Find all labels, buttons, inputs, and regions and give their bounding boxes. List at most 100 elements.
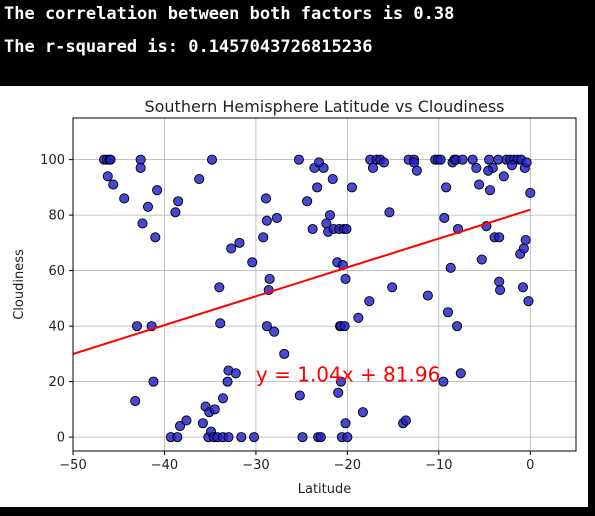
data-point	[234, 237, 245, 248]
y-tick-label: 60	[48, 264, 65, 279]
data-point	[236, 432, 247, 443]
data-point	[353, 312, 364, 323]
scatter-chart: −50 −40 −30 −20 −10 0 0 20 40 60 80 100 Southern He…	[12, 97, 577, 497]
data-point	[335, 376, 347, 387]
data-point	[476, 254, 487, 265]
data-point	[518, 243, 529, 254]
data-point	[441, 182, 452, 193]
data-point	[173, 196, 184, 207]
data-point	[131, 321, 143, 332]
data-point	[226, 243, 237, 254]
data-point	[148, 376, 159, 387]
data-point	[333, 387, 344, 398]
x-tick-label: −20	[334, 458, 361, 473]
data-point	[209, 404, 220, 415]
x-tick-label: −30	[242, 458, 269, 473]
data-point	[378, 157, 389, 168]
regression-equation: y = 1.04x + 81.96	[256, 363, 440, 387]
data-point	[521, 157, 532, 168]
axes-frame	[72, 117, 577, 452]
data-point	[194, 174, 205, 185]
data-point	[340, 418, 351, 429]
x-tick-label: −50	[59, 458, 86, 473]
y-tick-label: 100	[40, 153, 65, 168]
data-point	[294, 390, 305, 401]
data-point	[438, 376, 449, 387]
data-point	[339, 321, 350, 332]
x-tick-label: −40	[151, 458, 178, 473]
data-point	[102, 171, 113, 182]
data-point	[206, 154, 218, 165]
data-point	[223, 432, 234, 443]
data-point	[152, 185, 163, 196]
data-point	[400, 415, 411, 426]
data-point	[445, 262, 456, 273]
data-point	[249, 432, 260, 443]
data-point	[471, 162, 482, 173]
regression-line	[72, 208, 531, 355]
y-tick-label: 0	[57, 431, 65, 446]
data-point	[442, 307, 454, 318]
data-point	[457, 154, 468, 165]
data-point	[494, 232, 505, 243]
grid-lines	[72, 118, 576, 451]
scatter-points	[99, 154, 536, 443]
data-point	[137, 218, 148, 229]
data-point	[364, 296, 375, 307]
data-point	[520, 235, 531, 246]
data-point	[367, 162, 379, 173]
data-point	[302, 196, 313, 207]
data-point	[411, 165, 422, 176]
y-tick-label: 40	[48, 320, 65, 335]
data-point	[498, 171, 509, 182]
data-point	[261, 321, 272, 332]
x-tick-label: 0	[526, 458, 534, 473]
data-point	[452, 321, 463, 332]
regression-line-group	[72, 208, 531, 355]
data-point	[346, 182, 357, 193]
data-point	[105, 154, 116, 165]
data-point	[506, 160, 518, 171]
data-point	[495, 284, 506, 296]
data-point	[172, 432, 183, 443]
data-point	[197, 418, 208, 429]
data-point	[130, 395, 141, 407]
data-point	[279, 348, 290, 359]
data-point	[135, 162, 146, 173]
data-point	[293, 154, 304, 165]
data-point	[142, 201, 154, 212]
data-point	[523, 296, 534, 307]
data-point	[119, 193, 130, 204]
data-point	[327, 174, 338, 185]
data-point	[422, 290, 433, 301]
data-point	[258, 232, 269, 243]
data-point	[525, 187, 536, 198]
chart-title: Southern Hemisphere Latitude vs Cloudine…	[144, 97, 504, 116]
data-point	[439, 212, 450, 223]
data-point	[170, 207, 181, 218]
y-tick-label: 80	[48, 209, 65, 224]
data-point	[174, 420, 186, 432]
data-point	[357, 407, 368, 418]
data-point	[484, 154, 495, 165]
data-point	[181, 415, 192, 426]
data-point	[108, 179, 119, 190]
data-point	[455, 368, 466, 379]
data-point	[387, 282, 398, 293]
data-point	[222, 376, 233, 387]
data-point	[217, 393, 229, 404]
data-point	[264, 273, 275, 284]
data-point	[324, 210, 336, 221]
r-squared-output: The r-squared is: 0.1457043726815236	[4, 37, 373, 57]
data-point	[318, 162, 329, 173]
data-point	[409, 157, 420, 168]
data-point	[384, 207, 395, 218]
data-point	[261, 215, 272, 226]
data-point	[483, 165, 494, 176]
data-point	[474, 179, 485, 190]
correlation-output: The correlation between both factors is …	[4, 4, 455, 24]
data-point	[269, 326, 280, 337]
data-point	[260, 193, 272, 204]
data-point	[494, 276, 505, 287]
data-point	[341, 223, 352, 235]
